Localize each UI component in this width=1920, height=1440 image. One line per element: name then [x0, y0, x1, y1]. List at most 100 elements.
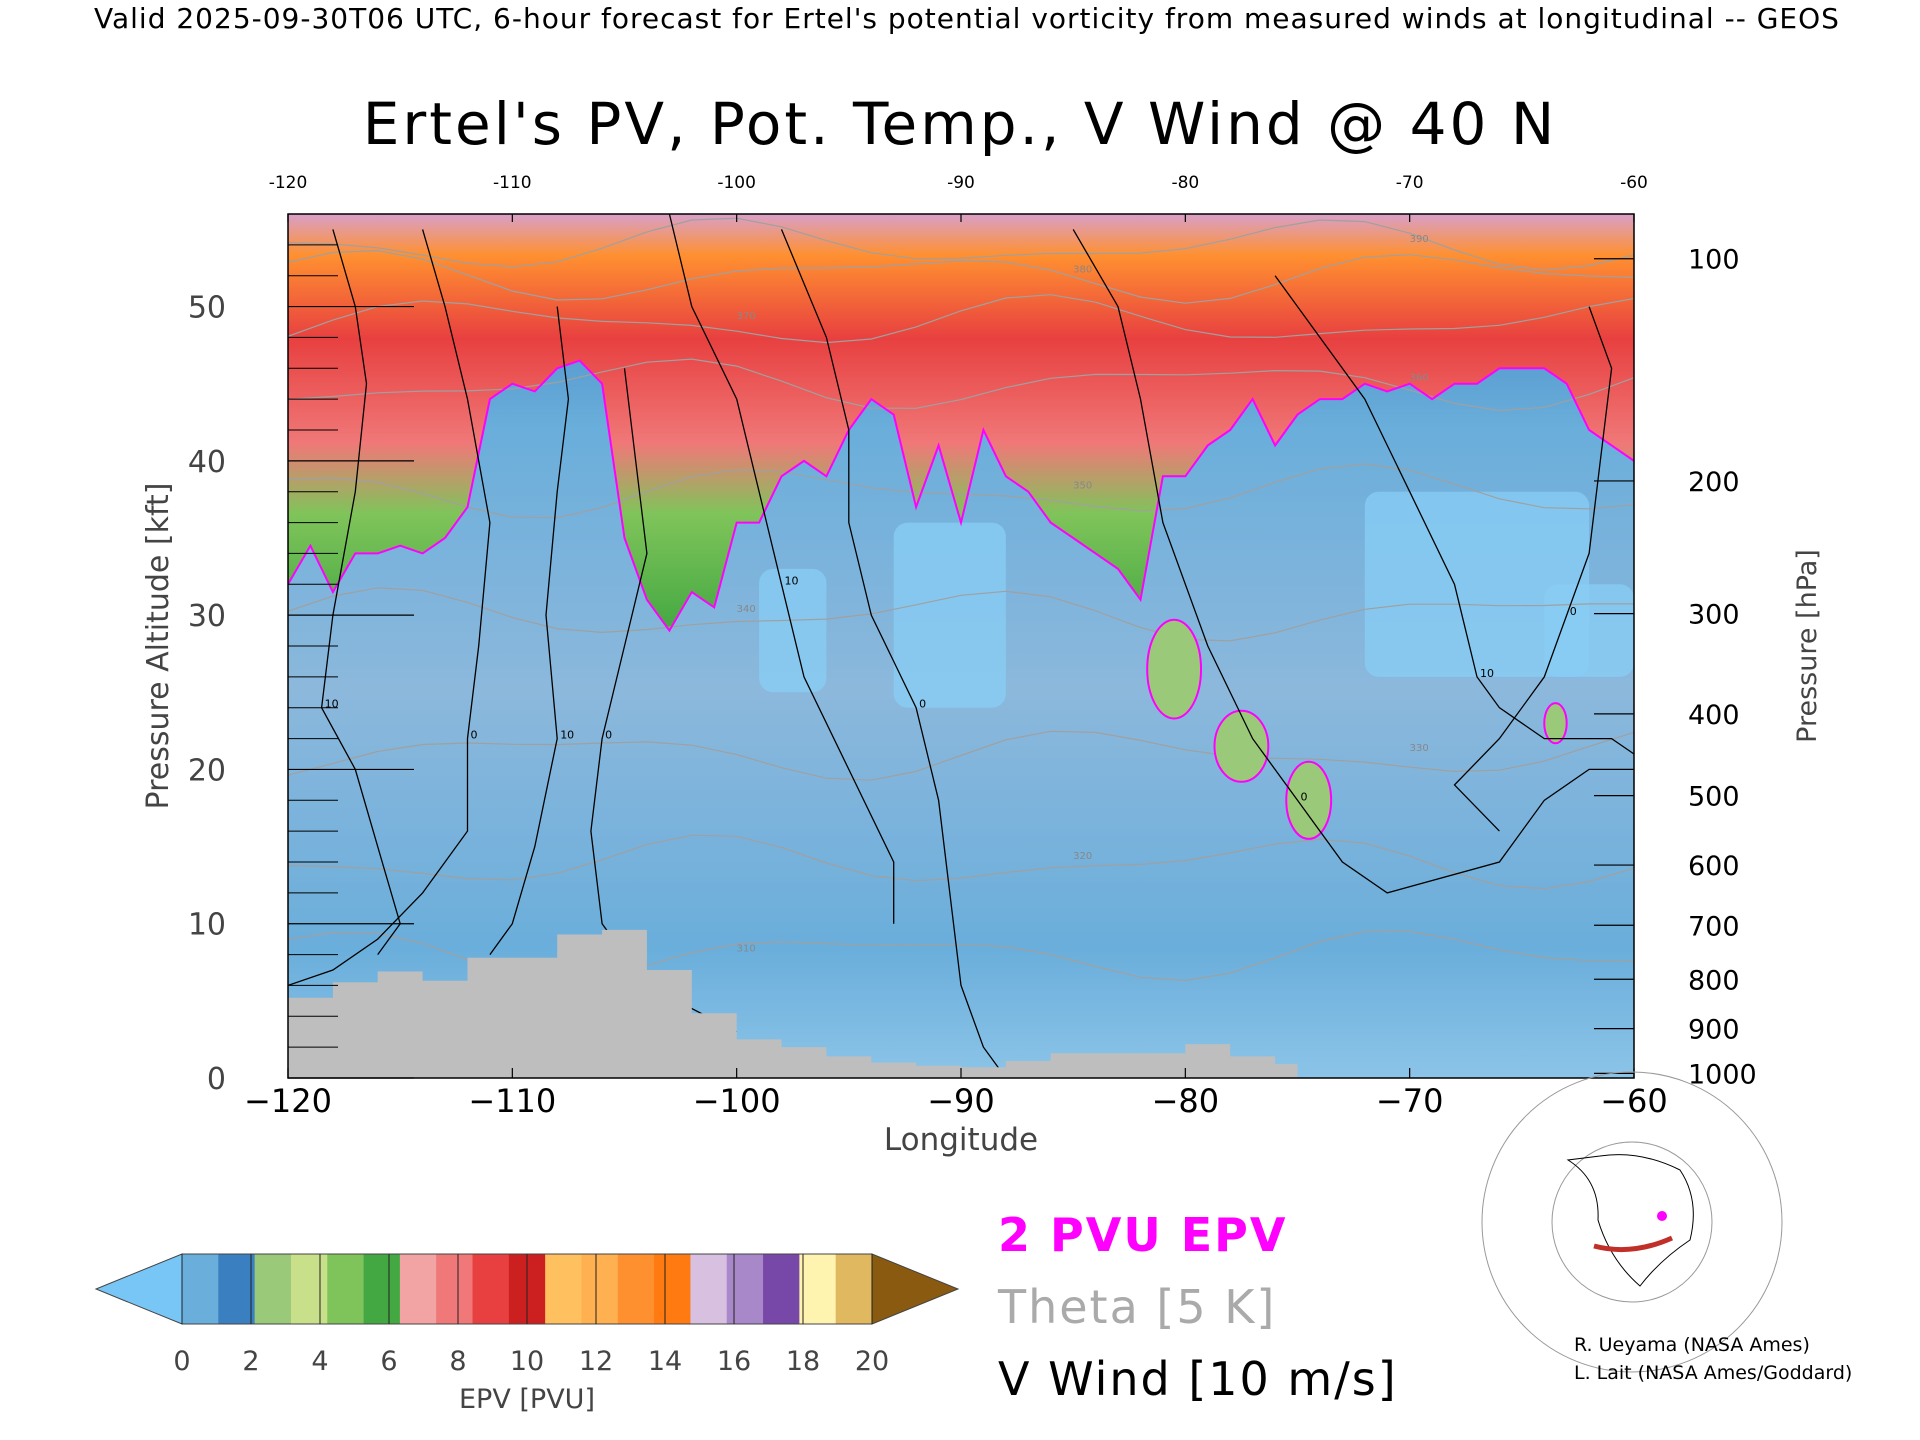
colorbar-swatch [545, 1254, 583, 1324]
theta-label: 340 [737, 604, 756, 615]
top-tick-label: -70 [1396, 173, 1424, 193]
theta-label: 380 [1073, 265, 1092, 276]
colorbar-swatch [363, 1254, 401, 1324]
theta-contour [288, 294, 1634, 344]
terrain-mask [288, 929, 1298, 1078]
colorbar-tick-label: 20 [855, 1346, 889, 1377]
pressure-tick-label: 900 [1688, 1015, 1740, 1046]
colorbar-tick-label: 10 [510, 1346, 544, 1377]
colorbar-swatch [581, 1254, 619, 1324]
vwind-contour-label: 0 [1570, 605, 1577, 618]
vwind-contour [1453, 306, 1613, 832]
colorbar-swatch [835, 1254, 873, 1324]
colorbar-low-extend [94, 1253, 183, 1325]
theta-label: 360 [1410, 373, 1429, 384]
theta-label: 390 [1410, 234, 1429, 245]
y-tick-label: 40 [188, 445, 226, 480]
colorbar-tick-label: 2 [242, 1346, 259, 1377]
epv-blob [1543, 702, 1568, 745]
inset-marker [1657, 1211, 1667, 1221]
theta-label: 370 [737, 311, 756, 322]
vwind-contour [1274, 275, 1634, 755]
theta-label: 310 [737, 944, 756, 955]
inset-map [1481, 1071, 1783, 1373]
top-tick-label: -110 [493, 173, 532, 193]
low-pv-patch [893, 522, 1006, 708]
x-tick-label: −80 [1152, 1082, 1220, 1120]
vwind-contour-label: 0 [605, 729, 612, 742]
pressure-tick-label: 500 [1688, 782, 1740, 813]
y-tick-label: 10 [188, 908, 226, 943]
epv-blob [1213, 709, 1270, 783]
colorbar-swatch [290, 1254, 328, 1324]
vwind-contour-label: 0 [919, 698, 926, 711]
colorbar-swatch [436, 1254, 474, 1324]
x-tick-label: −90 [927, 1082, 995, 1120]
theta-label: 350 [1073, 481, 1092, 492]
y-tick-label: 30 [188, 599, 226, 634]
pressure-tick-label: 400 [1688, 700, 1740, 731]
colorbar-tick-label: 16 [717, 1346, 751, 1377]
inset-latitude-circle [1551, 1141, 1713, 1303]
inset-coastline [1566, 1154, 1694, 1287]
colorbar-swatch [472, 1254, 510, 1324]
inset-latitude-circle [1481, 1071, 1783, 1373]
theta-contour [288, 463, 1634, 519]
theta-contour [288, 730, 1634, 781]
colorbar-swatch [617, 1254, 655, 1324]
colorbar-swatch [763, 1254, 800, 1324]
top-tick-label: -80 [1171, 173, 1199, 193]
colorbar-swatch [254, 1254, 292, 1324]
inset-section-line [1593, 1235, 1674, 1253]
colorbar-tick-label: 14 [648, 1346, 682, 1377]
theta-contour [288, 587, 1634, 642]
top-tick-label: -120 [269, 173, 308, 193]
vwind-contour [668, 214, 895, 924]
y-tick-label: 50 [188, 291, 226, 326]
chart-title: Ertel's PV, Pot. Temp., V Wind @ 40 N [362, 90, 1558, 158]
credit-lait: L. Lait (NASA Ames/Goddard) [1574, 1362, 1853, 1384]
theta-label: 330 [1410, 743, 1429, 754]
x-tick-label: −70 [1376, 1082, 1444, 1120]
colorbar-tick-label: 0 [173, 1346, 190, 1377]
vwind-contour [489, 306, 570, 955]
top-tick-label: -90 [947, 173, 975, 193]
colorbar-tick-label: 6 [380, 1346, 397, 1377]
theta-contour [288, 358, 1634, 412]
x-tick-label: −60 [1600, 1082, 1668, 1120]
theta-contour [288, 249, 1634, 304]
theta-contour [288, 834, 1634, 890]
vwind-contour-label: 10 [1480, 667, 1494, 680]
colorbar-swatch [726, 1254, 764, 1324]
x-axis-label: Longitude [884, 1122, 1038, 1158]
colorbar-tick-label: 12 [579, 1346, 613, 1377]
vwind-contour [320, 229, 401, 955]
theta-legend: Theta [5 K] [998, 1280, 1277, 1334]
colorbar-swatch [799, 1254, 837, 1324]
y2-axis-label: Pressure [hPa] [1792, 549, 1823, 743]
x-tick-label: −100 [693, 1082, 781, 1120]
pressure-tick-label: 200 [1688, 467, 1740, 498]
colorbar-tick-label: 18 [786, 1346, 820, 1377]
vwind-contour-label: 0 [470, 729, 477, 742]
pressure-tick-label: 300 [1688, 600, 1740, 631]
vwind-contour [780, 229, 1007, 1078]
y-tick-label: 0 [207, 1062, 226, 1097]
colorbar-tick-label: 8 [449, 1346, 466, 1377]
vwind-legend: V Wind [10 m/s] [998, 1352, 1398, 1406]
pressure-tick-label: 1000 [1688, 1059, 1757, 1090]
vwind-contour-label: 10 [785, 574, 799, 587]
vwind-contour-label: 10 [560, 729, 574, 742]
colorbar-swatch [399, 1254, 437, 1324]
y-tick-label: 20 [188, 753, 226, 788]
credit-ueyama: R. Ueyama (NASA Ames) [1574, 1334, 1810, 1356]
colorbar-swatch [690, 1254, 728, 1324]
low-pv-patch [1544, 584, 1634, 677]
vwind-contour [288, 229, 491, 987]
theta-label: 320 [1073, 851, 1092, 862]
epv-contour-legend: 2 PVU EPV [998, 1208, 1288, 1262]
colorbar-swatch [182, 1254, 219, 1324]
epv-blob [1285, 760, 1333, 840]
vwind-contour-label: 10 [325, 698, 339, 711]
